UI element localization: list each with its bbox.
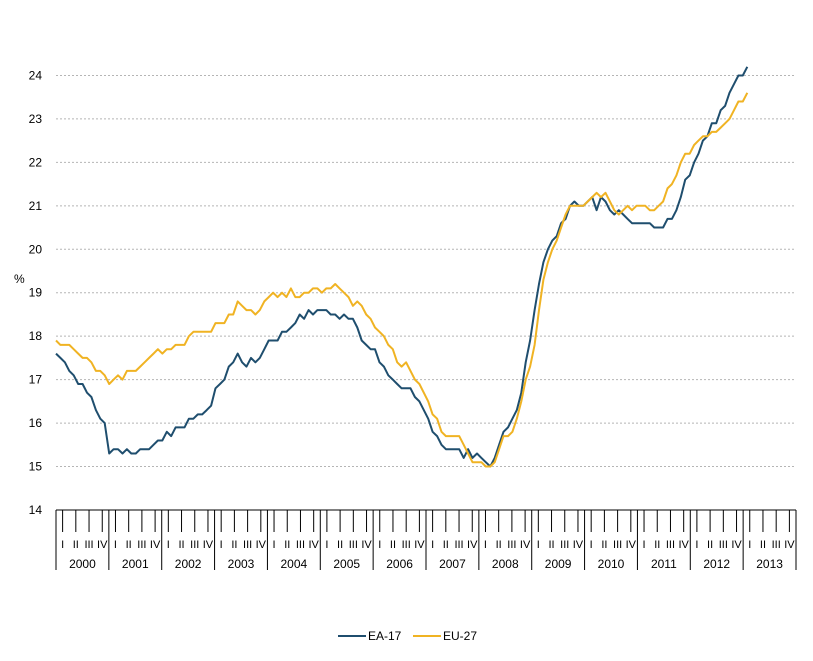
quarter-label: I bbox=[431, 539, 434, 551]
quarter-label: II bbox=[178, 539, 184, 551]
quarter-label: I bbox=[61, 539, 64, 551]
year-label: 2010 bbox=[598, 557, 625, 571]
quarter-label: II bbox=[231, 539, 237, 551]
quarter-label: III bbox=[454, 539, 463, 551]
quarter-label: I bbox=[537, 539, 540, 551]
y-tick-label: 16 bbox=[29, 416, 43, 430]
quarter-label: IV bbox=[520, 539, 531, 551]
quarter-label: IV bbox=[573, 539, 584, 551]
quarter-label: II bbox=[284, 539, 290, 551]
year-label: 2000 bbox=[69, 557, 96, 571]
quarter-label: II bbox=[548, 539, 554, 551]
quarter-label: IV bbox=[678, 539, 689, 551]
quarter-label: II bbox=[654, 539, 660, 551]
year-label: 2001 bbox=[122, 557, 149, 571]
quarter-label: IV bbox=[731, 539, 742, 551]
year-label: 2002 bbox=[175, 557, 202, 571]
quarter-label: I bbox=[220, 539, 223, 551]
quarter-label: III bbox=[507, 539, 516, 551]
quarter-label: III bbox=[666, 539, 675, 551]
y-tick-label: 24 bbox=[29, 68, 43, 82]
quarter-label: II bbox=[126, 539, 132, 551]
quarter-label: III bbox=[772, 539, 781, 551]
y-tick-label: 18 bbox=[29, 329, 43, 343]
quarter-label: IV bbox=[467, 539, 478, 551]
series-line-ea-17 bbox=[55, 66, 749, 468]
legend: EA-17 EU-27 bbox=[338, 629, 477, 643]
year-label: 2003 bbox=[228, 557, 255, 571]
gridlines bbox=[56, 74, 796, 511]
y-tick-label: 23 bbox=[29, 112, 43, 126]
legend-label: EU-27 bbox=[443, 629, 477, 643]
quarter-label: II bbox=[73, 539, 79, 551]
quarter-label: I bbox=[695, 539, 698, 551]
quarter-label: III bbox=[137, 539, 146, 551]
quarter-label: IV bbox=[256, 539, 267, 551]
year-label: 2006 bbox=[386, 557, 413, 571]
y-tick-label: 15 bbox=[29, 460, 43, 474]
year-label: 2007 bbox=[439, 557, 466, 571]
quarter-label: III bbox=[190, 539, 199, 551]
series-line-eu-27 bbox=[55, 92, 749, 468]
quarter-label: III bbox=[349, 539, 358, 551]
year-label: 2013 bbox=[756, 557, 783, 571]
quarter-label: III bbox=[296, 539, 305, 551]
quarter-label: I bbox=[643, 539, 646, 551]
y-tick-label: 21 bbox=[29, 199, 43, 213]
quarter-label: II bbox=[707, 539, 713, 551]
quarter-label: IV bbox=[626, 539, 637, 551]
legend-label: EA-17 bbox=[368, 629, 402, 643]
y-tick-label: 20 bbox=[29, 242, 43, 256]
quarter-label: IV bbox=[784, 539, 795, 551]
quarter-label: IV bbox=[308, 539, 319, 551]
series-lines bbox=[55, 66, 749, 468]
y-tick-label: 14 bbox=[29, 503, 43, 517]
year-label: 2009 bbox=[545, 557, 572, 571]
quarter-label: II bbox=[337, 539, 343, 551]
y-axis-label: % bbox=[14, 272, 25, 286]
x-axis: I II III IV I II III IV I II III IV I II III IV I II III IV… bbox=[55, 509, 797, 571]
quarter-label: II bbox=[496, 539, 502, 551]
quarter-label: I bbox=[167, 539, 170, 551]
quarter-label: II bbox=[760, 539, 766, 551]
year-label: 2004 bbox=[281, 557, 308, 571]
quarter-label: I bbox=[590, 539, 593, 551]
quarter-label: III bbox=[243, 539, 252, 551]
year-label: 2012 bbox=[703, 557, 730, 571]
quarter-label: IV bbox=[203, 539, 214, 551]
quarter-label: IV bbox=[414, 539, 425, 551]
quarter-label: II bbox=[390, 539, 396, 551]
quarter-label: III bbox=[613, 539, 622, 551]
quarter-label: II bbox=[601, 539, 607, 551]
quarter-label: IV bbox=[97, 539, 108, 551]
quarter-label: I bbox=[484, 539, 487, 551]
quarter-label: III bbox=[84, 539, 93, 551]
quarter-label: I bbox=[114, 539, 117, 551]
quarter-label: I bbox=[325, 539, 328, 551]
quarter-label: I bbox=[378, 539, 381, 551]
quarter-label: III bbox=[560, 539, 569, 551]
y-tick-label: 17 bbox=[29, 373, 43, 387]
quarter-label: II bbox=[443, 539, 449, 551]
year-label: 2011 bbox=[651, 557, 677, 571]
quarter-label: I bbox=[273, 539, 276, 551]
quarter-label: IV bbox=[361, 539, 372, 551]
quarter-label: III bbox=[402, 539, 411, 551]
quarter-label: IV bbox=[150, 539, 161, 551]
y-tick-label: 22 bbox=[29, 155, 43, 169]
quarter-label: I bbox=[748, 539, 751, 551]
year-label: 2008 bbox=[492, 557, 519, 571]
quarter-label: III bbox=[719, 539, 728, 551]
y-axis: 14 15 16 17 18 19 20 21 22 23 24 bbox=[29, 68, 43, 517]
year-label: 2005 bbox=[333, 557, 360, 571]
y-tick-label: 19 bbox=[29, 286, 43, 300]
